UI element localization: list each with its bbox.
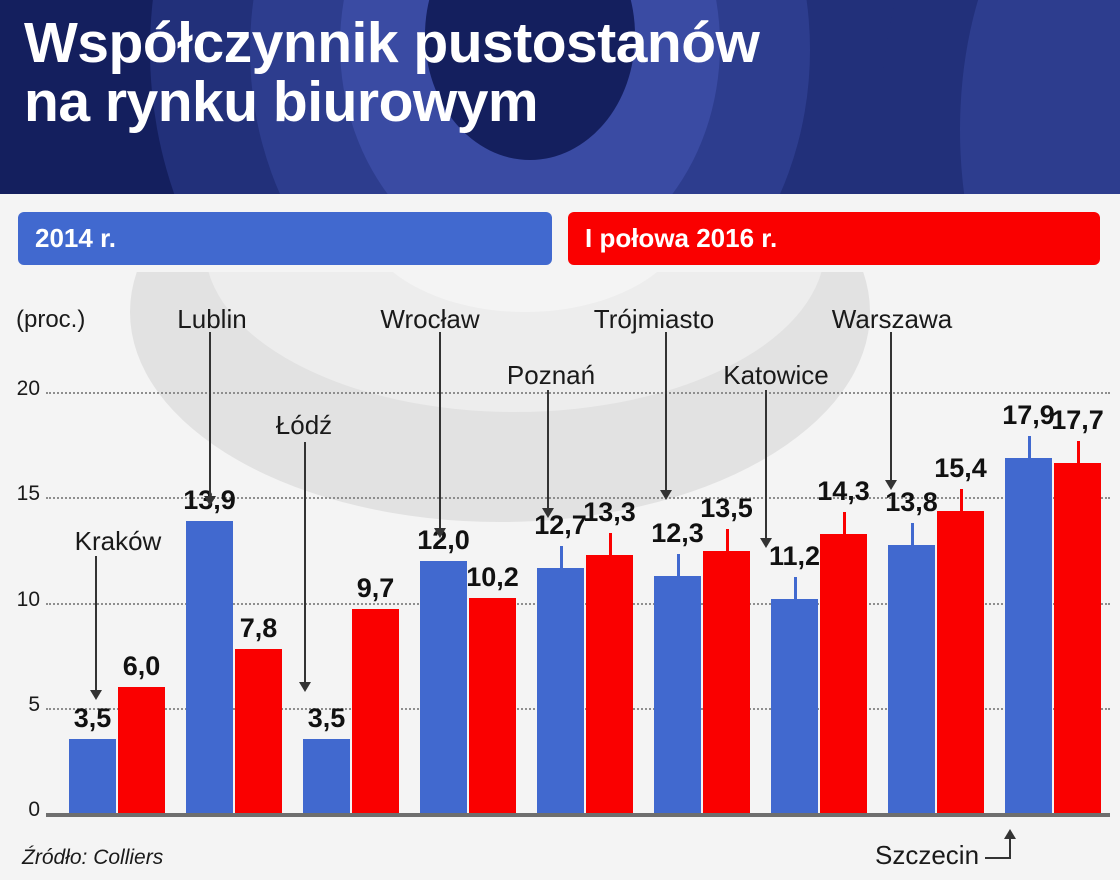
bar-wrocław-2014: [420, 560, 467, 813]
szczecin-arrow-icon: [1004, 829, 1016, 839]
city-callout-label-łódź: Łódź: [275, 410, 333, 440]
callout-arrow-icon-lublin: [204, 496, 216, 506]
y-axis-tick-label: 10: [16, 587, 40, 611]
bar-stem: [842, 512, 846, 537]
bar-warszawa-2014: [888, 544, 935, 813]
city-callout-label-kraków: Kraków: [74, 526, 162, 556]
gridline: [46, 497, 1110, 500]
value-label-kraków-2016: 6,0: [122, 650, 161, 681]
legend-label-2016: I połowa 2016 r.: [585, 223, 778, 253]
value-label-trójmiasto-2014: 12,3: [651, 518, 704, 549]
bar-szczecin-2016: [1054, 462, 1101, 813]
callout-line-łódź: [304, 442, 306, 682]
bar-kraków-2014: [69, 739, 116, 813]
y-axis-tick-label: 20: [16, 377, 40, 401]
bar-stem: [910, 522, 914, 547]
szczecin-callout-line: [985, 857, 1011, 859]
bar-stem: [608, 533, 612, 558]
callout-arrow-icon-katowice: [760, 538, 772, 548]
city-callout-label-trójmiasto: Trójmiasto: [593, 304, 715, 334]
bar-lublin-2016: [235, 648, 282, 813]
legend-item-2014: 2014 r.: [18, 212, 552, 265]
value-label-lublin-2016: 7,8: [239, 612, 278, 643]
callout-line-lublin: [209, 332, 211, 496]
callout-line-wrocław: [439, 332, 441, 528]
bar-stem: [676, 554, 680, 579]
header-banner: Współczynnik pustostanów na rynku biurow…: [0, 0, 1120, 194]
value-label-łódź-2016: 9,7: [356, 572, 395, 603]
value-label-katowice-2014: 11,2: [768, 541, 821, 572]
bar-stem: [793, 577, 797, 602]
bar-chart: (proc.) 0 5 10 15 20 3,5 6,0 13,9 7,8 3,5 9,7 12,0…: [0, 272, 1120, 824]
bar-stem: [1076, 440, 1080, 465]
callout-line-trójmiasto: [665, 332, 667, 490]
value-label-wrocław-2016: 10,2: [466, 562, 519, 593]
city-callout-label-poznań: Poznań: [506, 360, 596, 390]
legend-label-2014: 2014 r.: [35, 223, 116, 253]
source-note: Źródło: Colliers: [22, 846, 164, 869]
x-axis-baseline: [46, 813, 1110, 817]
callout-arrow-icon-kraków: [90, 690, 102, 700]
value-label-trójmiasto-2016: 13,5: [700, 492, 753, 523]
callout-arrow-icon-warszawa: [885, 480, 897, 490]
bar-stem: [559, 545, 563, 570]
callout-line-katowice: [765, 390, 767, 538]
city-callout-label-warszawa: Warszawa: [831, 304, 953, 334]
value-label-łódź-2014: 3,5: [307, 703, 346, 734]
value-label-szczecin-2014: 17,9: [1002, 400, 1055, 431]
bar-łódź-2014: [303, 739, 350, 813]
callout-line-warszawa: [890, 332, 892, 480]
page-title: Współczynnik pustostanów na rynku biurow…: [24, 11, 760, 134]
gridline: [46, 392, 1110, 395]
value-label-warszawa-2014: 13,8: [885, 486, 938, 517]
city-callout-label-wrocław: Wrocław: [380, 304, 480, 334]
bar-kraków-2016: [118, 686, 165, 813]
value-label-katowice-2016: 14,3: [817, 476, 870, 507]
callout-line-kraków: [95, 556, 97, 690]
y-axis-tick-label: 0: [28, 798, 40, 821]
bar-katowice-2016: [820, 534, 867, 813]
bar-stem: [1027, 436, 1031, 461]
bar-wrocław-2016: [469, 598, 516, 813]
bar-trójmiasto-2016: [703, 550, 750, 813]
bar-poznań-2016: [586, 555, 633, 813]
callout-line-poznań: [547, 390, 549, 508]
bar-lublin-2014: [186, 520, 233, 813]
callout-arrow-icon-poznań: [542, 508, 554, 518]
value-label-poznań-2016: 13,3: [583, 497, 636, 528]
bar-stem: [959, 488, 963, 513]
y-axis-unit-label: (proc.): [16, 306, 86, 333]
bar-łódź-2016: [352, 608, 399, 813]
callout-arrow-icon-łódź: [299, 682, 311, 692]
bar-trójmiasto-2014: [654, 576, 701, 813]
value-label-warszawa-2016: 15,4: [934, 452, 987, 483]
city-callout-label-szczecin: Szczecin: [875, 840, 980, 870]
bar-poznań-2014: [537, 567, 584, 813]
header-decoration-arc: [960, 0, 1120, 194]
value-label-szczecin-2016: 17,7: [1051, 404, 1104, 435]
city-callout-label-lublin: Lublin: [177, 304, 247, 334]
city-callout-label-katowice: Katowice: [723, 360, 829, 390]
bar-szczecin-2014: [1005, 458, 1052, 813]
szczecin-callout-line: [1009, 838, 1011, 858]
bar-katowice-2014: [771, 599, 818, 813]
y-axis-tick-label: 15: [16, 482, 40, 506]
bar-warszawa-2016: [937, 510, 984, 813]
legend-item-2016: I połowa 2016 r.: [568, 212, 1100, 265]
value-label-kraków-2014: 3,5: [73, 703, 112, 734]
y-axis-tick-label: 5: [28, 692, 40, 716]
bar-stem: [725, 528, 729, 553]
callout-arrow-icon-trójmiasto: [660, 490, 672, 500]
callout-arrow-icon-wrocław: [434, 528, 446, 538]
